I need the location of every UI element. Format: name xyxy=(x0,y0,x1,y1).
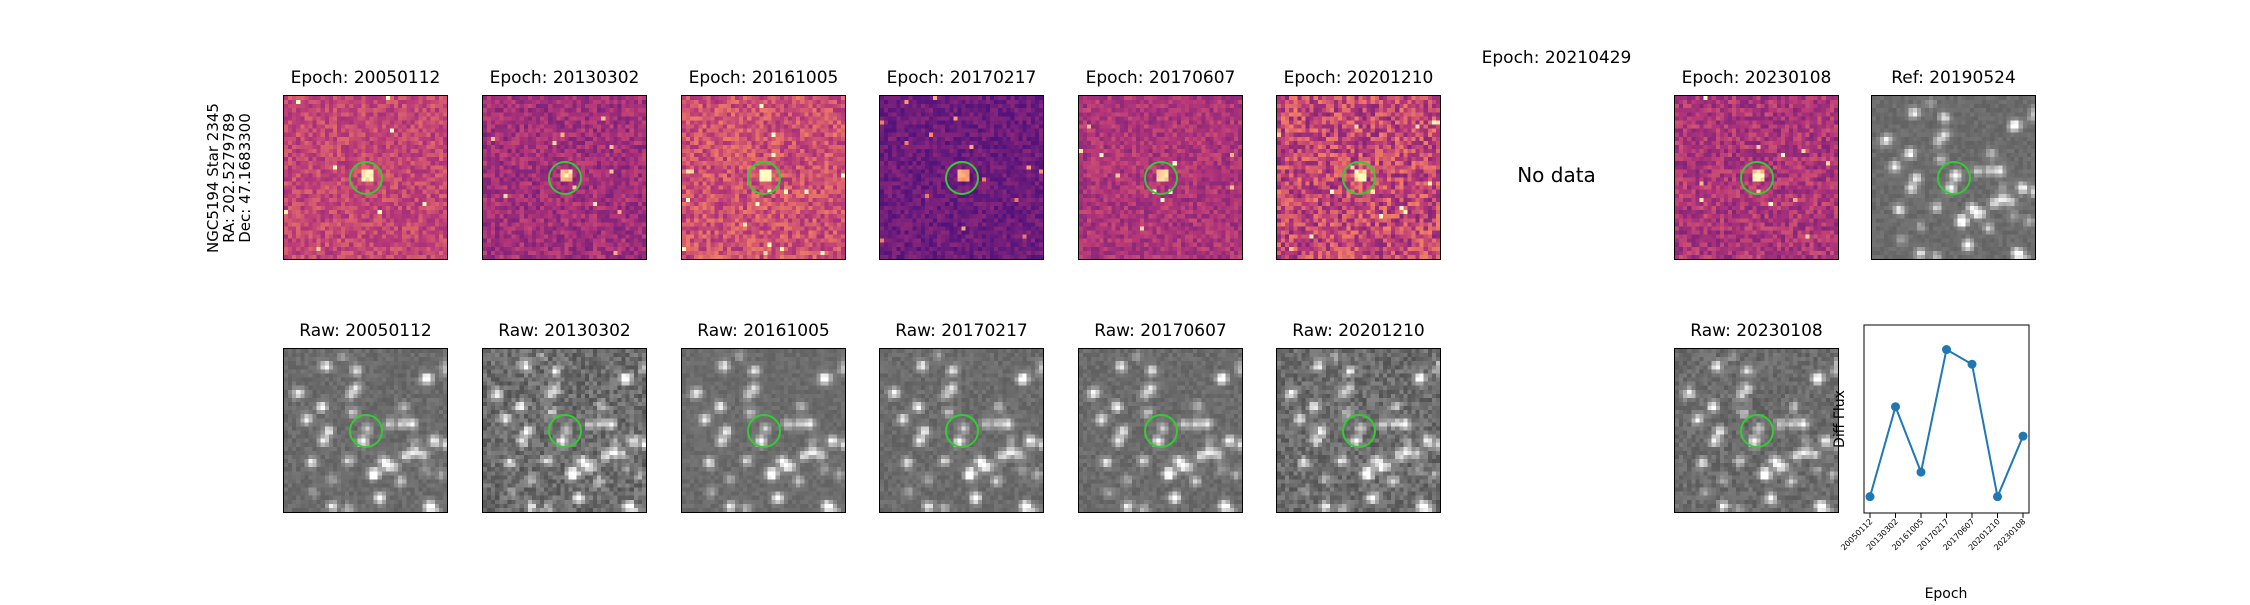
target-circle-marker xyxy=(1740,414,1774,448)
star-name: NGC5194 Star 2345 xyxy=(205,98,221,258)
raw-image-panel xyxy=(1276,348,1441,513)
target-circle-marker xyxy=(548,414,582,448)
data-point xyxy=(2019,432,2028,441)
target-circle-marker xyxy=(1144,161,1178,195)
data-point xyxy=(1942,345,1951,354)
star-dec: Dec: 47.1683300 xyxy=(237,98,253,258)
raw-image-panel xyxy=(1674,348,1839,513)
star-ra: RA: 202.5279789 xyxy=(221,98,237,258)
data-point xyxy=(1891,402,1900,411)
ref-panel-title: Ref: 20190524 xyxy=(1834,68,2074,88)
difference-image-panel xyxy=(681,95,846,260)
diff-flux-series-line xyxy=(1870,350,2023,497)
reference-image-panel xyxy=(1871,95,2036,260)
difference-image-panel xyxy=(1276,95,1441,260)
raw-panel-title: Raw: 20201210 xyxy=(1239,321,1479,341)
target-circle-marker xyxy=(1342,414,1376,448)
difference-image-panel xyxy=(1674,95,1839,260)
raw-image-panel xyxy=(879,348,1044,513)
diff-panel-title: Epoch: 20210429 xyxy=(1437,48,1677,68)
target-circle-marker xyxy=(945,161,979,195)
difference-image-panel xyxy=(283,95,448,260)
data-point xyxy=(1968,360,1977,369)
data-points xyxy=(1866,345,2028,501)
raw-image-panel xyxy=(1078,348,1243,513)
target-circle-marker xyxy=(1144,414,1178,448)
diff-panel-title: Epoch: 20201210 xyxy=(1239,68,1479,88)
target-circle-marker xyxy=(747,161,781,195)
x-tick-labels: 2005011220130302201610052017021720170607… xyxy=(1839,513,2027,552)
y-axis-label: Diff Flux xyxy=(1832,390,1848,448)
target-circle-marker xyxy=(747,414,781,448)
target-circle-marker xyxy=(1342,161,1376,195)
light-curve-chart: 2005011220130302201610052017021720170607… xyxy=(1820,315,2060,605)
target-circle-marker xyxy=(945,414,979,448)
target-circle-marker xyxy=(548,161,582,195)
difference-image-panel xyxy=(482,95,647,260)
raw-image-panel xyxy=(681,348,846,513)
raw-image-panel xyxy=(482,348,647,513)
data-point xyxy=(1993,492,2002,501)
target-circle-marker xyxy=(1740,161,1774,195)
raw-image-panel xyxy=(283,348,448,513)
data-point xyxy=(1866,492,1875,501)
target-circle-marker xyxy=(1937,161,1971,195)
difference-image-panel xyxy=(879,95,1044,260)
target-circle-marker xyxy=(349,161,383,195)
target-circle-marker xyxy=(349,414,383,448)
difference-image-panel xyxy=(1078,95,1243,260)
data-point xyxy=(1917,468,1926,477)
no-data-text: No data xyxy=(1457,163,1657,187)
